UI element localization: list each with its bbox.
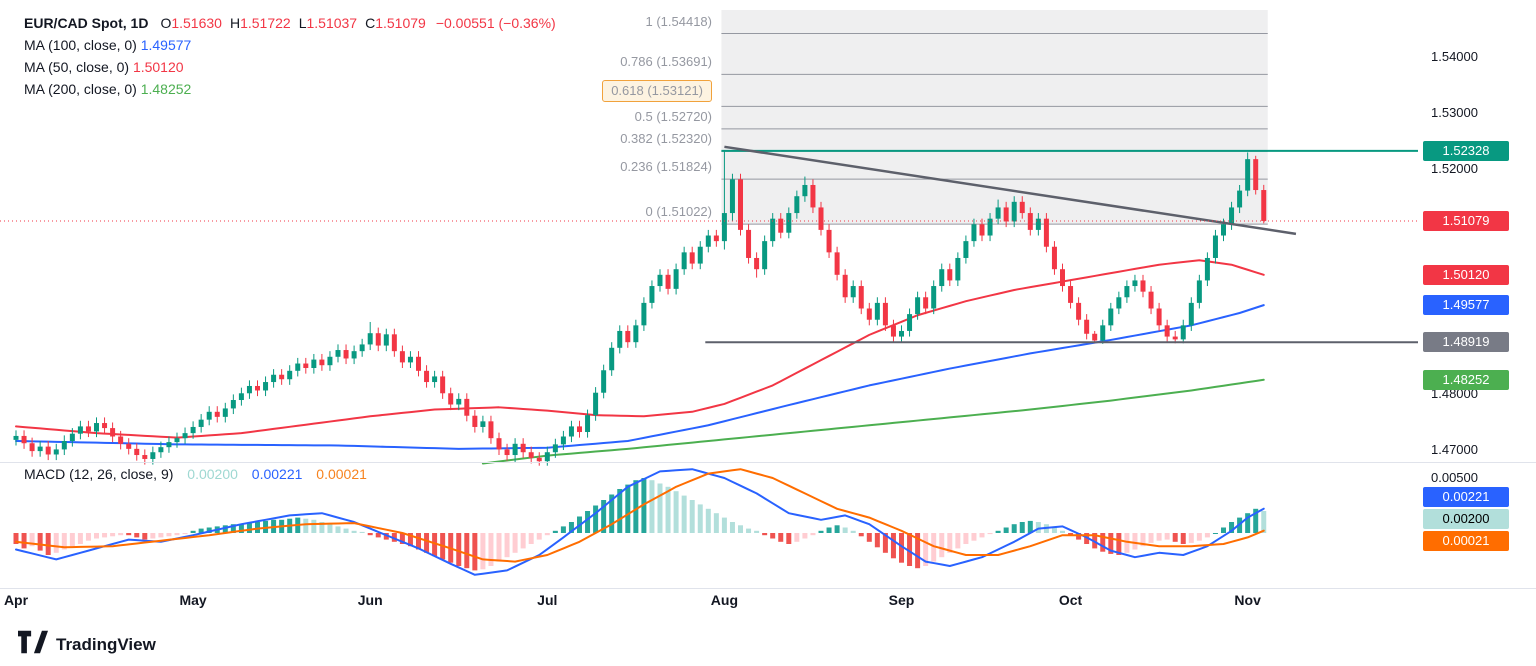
close-label: C xyxy=(365,15,376,31)
high-label: H xyxy=(229,15,241,31)
fib-level-label: 0 (1.51022) xyxy=(645,204,713,220)
ma100-label: MA (100, close, 0) xyxy=(24,37,137,53)
macd-line-value: 0.00221 xyxy=(251,466,303,482)
macd-line xyxy=(15,468,1265,576)
indicator-legend: EUR/CAD Spot, 1D O1.51630 H1.51722 L1.51037… xyxy=(24,12,556,100)
fib-level-label: 0.618 (1.53121) xyxy=(602,80,712,103)
ma200-label: MA (200, close, 0) xyxy=(24,81,137,97)
macd-axis-tag: 0.00200 xyxy=(1423,508,1509,529)
ma100-value: 1.49577 xyxy=(140,37,192,53)
price-axis-tag: 1.49577 xyxy=(1423,295,1509,316)
macd-label: MACD (12, 26, close, 9) xyxy=(24,466,174,482)
time-axis-divider[interactable] xyxy=(0,588,1536,589)
footer-brand-area: TradingView xyxy=(18,630,156,659)
fib-level-label: 0.786 (1.53691) xyxy=(620,54,712,70)
macd-signal-line xyxy=(15,468,1265,563)
ma100-legend-row[interactable]: MA (100, close, 0) 1.49577 xyxy=(24,34,556,56)
candlestick-series xyxy=(13,151,1267,466)
macd-axis-tag: 0.00221 xyxy=(1423,486,1509,507)
time-axis-label: May xyxy=(179,592,207,608)
ma50-line xyxy=(15,259,1265,439)
time-axis-label: Aug xyxy=(710,592,738,608)
low-label: L xyxy=(298,15,307,31)
time-axis-label: Sep xyxy=(888,592,915,608)
high-value: 1.51722 xyxy=(240,15,291,31)
fib-level-label: 1 (1.54418) xyxy=(645,13,713,29)
ma200-value: 1.48252 xyxy=(140,81,192,97)
time-axis-label: Oct xyxy=(1058,592,1083,608)
descending-trendline[interactable] xyxy=(724,145,1297,236)
macd-legend-row[interactable]: MACD (12, 26, close, 9) 0.00200 0.00221 … xyxy=(24,466,377,482)
symbol-legend-row[interactable]: EUR/CAD Spot, 1D O1.51630 H1.51722 L1.51037… xyxy=(24,12,556,34)
price-axis-label: 1.54000 xyxy=(1431,48,1478,64)
fib-level-label: 0.236 (1.51824) xyxy=(620,159,712,175)
price-axis-tag: 1.48252 xyxy=(1423,369,1509,390)
ma50-value: 1.50120 xyxy=(132,59,184,75)
fib-level-label: 0.5 (1.52720) xyxy=(634,108,712,124)
pane-divider[interactable] xyxy=(0,462,1536,463)
time-axis-label: Jun xyxy=(357,592,383,608)
time-axis-label: Nov xyxy=(1234,592,1261,608)
macd-signal-value: 0.00021 xyxy=(316,466,367,482)
ma50-label: MA (50, close, 0) xyxy=(24,59,130,75)
open-label: O xyxy=(160,15,172,31)
tradingview-brand-text[interactable]: TradingView xyxy=(56,634,156,654)
macd-histogram xyxy=(13,478,1267,571)
price-axis-tag: 1.52328 xyxy=(1423,140,1509,161)
price-axis-tag: 1.51079 xyxy=(1423,210,1509,231)
macd-hist-value: 0.00200 xyxy=(187,466,238,482)
close-value: 1.51079 xyxy=(375,15,426,31)
open-value: 1.51630 xyxy=(171,15,222,31)
price-axis-label: 1.52000 xyxy=(1431,161,1478,177)
low-value: 1.51037 xyxy=(306,15,358,31)
price-axis-tag: 1.48919 xyxy=(1423,332,1509,353)
ma50-legend-row[interactable]: MA (50, close, 0) 1.50120 xyxy=(24,56,556,78)
time-axis-label: Jul xyxy=(537,592,558,608)
ma200-legend-row[interactable]: MA (200, close, 0) 1.48252 xyxy=(24,78,556,100)
macd-axis-tag: 0.00021 xyxy=(1423,530,1509,551)
symbol-title: EUR/CAD Spot, 1D xyxy=(24,15,149,31)
time-axis-label: Apr xyxy=(3,592,29,608)
ma100-line xyxy=(15,304,1265,450)
fib-level-label: 0.382 (1.52320) xyxy=(620,131,712,147)
macd-axis-label: 0.00500 xyxy=(1431,470,1478,485)
price-axis-label: 1.53000 xyxy=(1431,105,1478,121)
price-axis-tag: 1.50120 xyxy=(1423,264,1509,285)
change-value: −0.00551 (−0.36%) xyxy=(435,15,556,31)
ma200-line xyxy=(481,378,1265,465)
price-axis-label: 1.47000 xyxy=(1431,441,1478,457)
tradingview-logo-icon[interactable] xyxy=(18,630,48,659)
